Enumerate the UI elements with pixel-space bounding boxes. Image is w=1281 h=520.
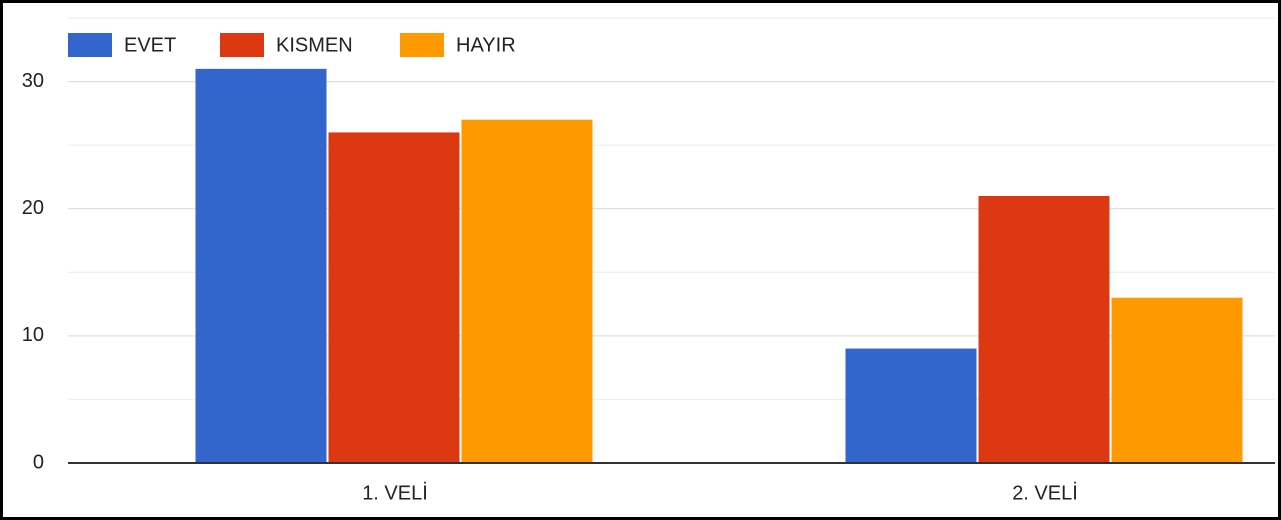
- bar: [978, 196, 1110, 463]
- legend-label: KISMEN: [276, 34, 353, 56]
- bar: [328, 132, 460, 463]
- bar: [1111, 297, 1243, 463]
- bar: [845, 348, 977, 463]
- legend-label: EVET: [124, 34, 176, 56]
- x-tick-label: 1. VELİ: [362, 481, 428, 504]
- y-tick-label: 20: [22, 197, 44, 219]
- legend-label: HAYIR: [456, 34, 516, 56]
- y-tick-label: 30: [22, 70, 44, 92]
- legend-swatch: [400, 33, 444, 57]
- bar: [195, 68, 327, 463]
- y-tick-label: 0: [33, 451, 44, 473]
- bar: [461, 119, 593, 463]
- legend-swatch: [68, 33, 112, 57]
- x-tick-label: 2. VELİ: [1012, 481, 1078, 504]
- y-tick-label: 10: [22, 324, 44, 346]
- legend-swatch: [220, 33, 264, 57]
